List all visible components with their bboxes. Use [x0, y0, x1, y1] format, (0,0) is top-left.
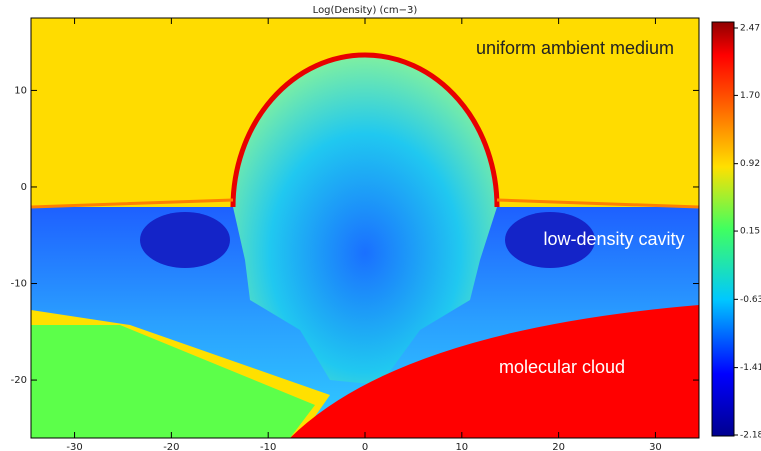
colorbar-tick-label: -2.18 — [740, 431, 761, 441]
x-tick-label: 10 — [455, 442, 468, 451]
x-tick-label: -10 — [260, 442, 276, 451]
y-tick-label: -20 — [11, 375, 27, 386]
annotation: low-density cavity — [543, 229, 684, 249]
colorbar-tick-label: -0.63 — [740, 295, 761, 305]
colorbar-tick-label: 0.15 — [740, 227, 760, 237]
page: Log(Density) (cm−3) uniform ambient medi… — [0, 0, 761, 451]
colorbar-tick-label: 1.70 — [740, 91, 760, 101]
x-tick-label: 0 — [362, 442, 368, 451]
annotation: molecular cloud — [499, 357, 625, 377]
colorbar-tick-label: 0.92 — [740, 159, 760, 169]
y-tick-label: -10 — [11, 279, 27, 290]
chart-title: Log(Density) (cm−3) — [313, 5, 418, 16]
y-tick-label: 0 — [21, 182, 27, 193]
x-tick-label: -30 — [66, 442, 82, 451]
colorbar-tick-label: 2.47 — [740, 24, 760, 34]
chart: Log(Density) (cm−3) uniform ambient medi… — [0, 0, 761, 451]
colorbar-tick-label: -1.41 — [740, 363, 761, 373]
x-tick-label: 30 — [649, 442, 662, 451]
y-tick-label: 10 — [14, 85, 27, 96]
annotation: uniform ambient medium — [476, 38, 674, 58]
x-tick-label: 20 — [552, 442, 565, 451]
x-tick-label: -20 — [163, 442, 179, 451]
colorbar — [712, 22, 734, 436]
